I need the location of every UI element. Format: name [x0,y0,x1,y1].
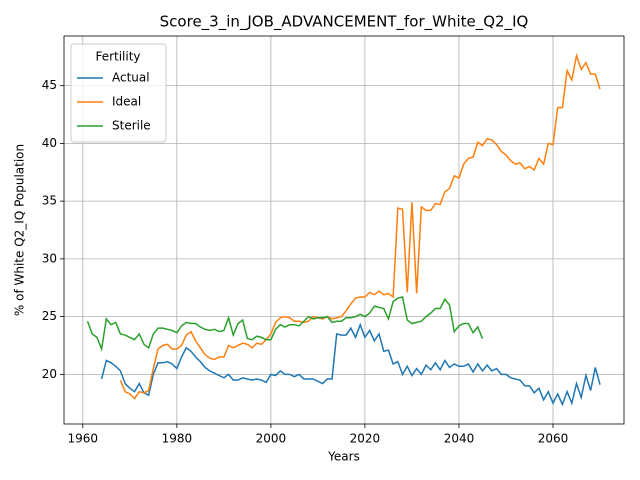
x-tick-label: 2020 [350,432,381,446]
y-axis-label: % of White Q2_IQ Population [13,144,27,316]
y-tick-label: 40 [42,136,57,150]
series-line [86,296,484,352]
series-line [119,52,601,400]
series-line [100,322,601,407]
y-tick-label: 30 [42,251,57,265]
y-tick-label: 20 [42,367,57,381]
legend-title: Fertility [95,50,140,64]
x-axis-label: Years [327,450,360,464]
legend: Fertility Actual Ideal Sterile [70,43,167,143]
chart-title: Score_3_in_JOB_ADVANCEMENT_for_White_Q2_… [160,13,529,32]
y-tick-label: 45 [42,78,57,92]
x-tick-label: 1980 [162,432,193,446]
x-tick-label: 2000 [256,432,287,446]
plot-frame [63,35,625,425]
legend-label: Ideal [112,95,141,109]
x-tick-label: 2040 [444,432,475,446]
legend-label: Sterile [112,119,151,133]
y-tick-label: 25 [42,309,57,323]
x-tick-label: 1960 [68,432,99,446]
x-tick-label: 2060 [538,432,569,446]
y-tick-label: 35 [42,194,57,208]
legend-label: Actual [112,71,150,85]
legend-box [70,43,167,143]
